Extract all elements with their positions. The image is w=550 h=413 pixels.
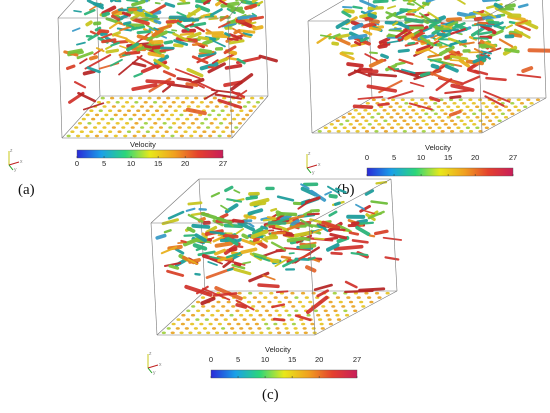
colorbar-tick-label: 10: [416, 153, 426, 162]
axes-triad-c: z xy: [147, 351, 162, 376]
axis-label-z: z: [10, 148, 13, 154]
colorbar-title-a: Velocity: [130, 140, 156, 149]
axis-label-y: y: [312, 170, 315, 176]
colorbar-tick-label: 27: [218, 159, 228, 168]
colorbar-tick-label: 5: [101, 159, 107, 168]
colorbar-tick-label: 27: [508, 153, 518, 162]
vortex-visualization-c: [150, 178, 403, 336]
axis-label-x: x: [159, 362, 162, 368]
colorbar-tick-label: 0: [208, 355, 214, 364]
panel-label-c: (c): [262, 387, 279, 403]
colorbar-tick-label: 0: [364, 153, 370, 162]
axis-label-y: y: [153, 370, 156, 376]
axis-label-x: x: [318, 162, 321, 168]
colorbar-tick-label: 0: [74, 159, 80, 168]
vortex-visualization-b: [307, 0, 550, 134]
vortex-visualization-a: [57, 0, 278, 139]
colorbar-tick-label: 15: [287, 355, 297, 364]
colorbar-tick-label: 15: [443, 153, 453, 162]
axis-label-z: z: [149, 351, 152, 357]
axis-label-x: x: [20, 159, 23, 165]
panel-label-a: (a): [18, 182, 35, 198]
colorbar-tick-label: 20: [470, 153, 480, 162]
axis-label-z: z: [308, 151, 311, 157]
colorbar-tick-label: 20: [314, 355, 324, 364]
colorbar-a: [76, 149, 224, 159]
colorbar-tick-label: 20: [180, 159, 190, 168]
colorbar-tick-label: 10: [260, 355, 270, 364]
colorbar-title-b: Velocity: [425, 143, 451, 152]
colorbar-tick-label: 10: [126, 159, 136, 168]
colorbar-title-c: Velocity: [265, 345, 291, 354]
axes-triad-b: z xy: [306, 151, 321, 176]
colorbar-b: [366, 167, 514, 177]
colorbar-tick-label: 15: [153, 159, 163, 168]
axis-label-y: y: [14, 167, 17, 173]
panel-label-b: (b): [337, 182, 355, 198]
colorbar-tick-label: 5: [235, 355, 241, 364]
colorbar-tick-label: 5: [391, 153, 397, 162]
colorbar-tick-label: 27: [352, 355, 362, 364]
axes-triad-a: z xy: [8, 148, 23, 173]
colorbar-c: [210, 369, 358, 379]
